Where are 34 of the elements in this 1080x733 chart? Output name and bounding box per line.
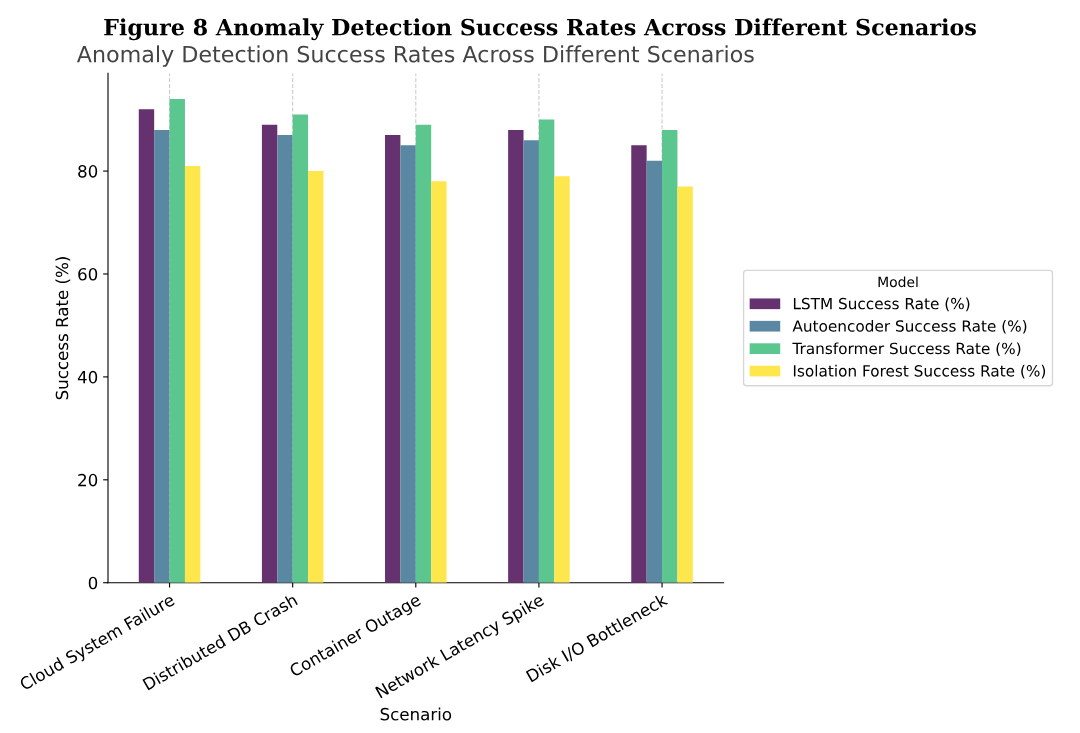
bar <box>646 160 663 583</box>
bar <box>431 181 447 583</box>
legend-label: Isolation Forest Success Rate (%) <box>793 364 1046 379</box>
bar <box>523 140 539 583</box>
y-tick-label: 0 <box>88 576 98 590</box>
bar <box>662 129 678 583</box>
bar <box>169 99 185 583</box>
legend-title: Model <box>878 276 918 288</box>
bar <box>677 186 693 583</box>
bar <box>138 109 155 583</box>
y-tick-label: 40 <box>77 370 98 384</box>
bar <box>400 145 416 583</box>
legend-label: Transformer Success Rate (%) <box>792 342 1021 356</box>
bar <box>292 114 309 583</box>
x-axis-title: Scenario <box>380 707 452 721</box>
bar <box>385 135 401 583</box>
y-axis-title: Success Rate (%) <box>55 257 71 400</box>
bar <box>415 124 432 583</box>
legend-label: LSTM Success Rate (%) <box>793 297 970 312</box>
bar <box>554 176 570 583</box>
bar <box>308 171 324 583</box>
caption: Figure 8 Anomaly Detection Success Rates Across Different Scenarios <box>104 18 976 41</box>
y-tick-label: 80 <box>78 165 98 178</box>
y-tick-label: 20 <box>78 473 98 487</box>
bar <box>154 129 170 583</box>
bar <box>184 165 201 583</box>
bar <box>538 119 555 583</box>
bar <box>508 129 524 583</box>
bar <box>261 124 278 583</box>
bar <box>277 135 293 583</box>
chart-title: Anomaly Detection Success Rates Across Different Scenarios <box>76 45 754 67</box>
bar <box>631 145 647 583</box>
y-tick-label: 60 <box>78 267 98 281</box>
legend-label: Autoencoder Success Rate (%) <box>792 319 1027 334</box>
